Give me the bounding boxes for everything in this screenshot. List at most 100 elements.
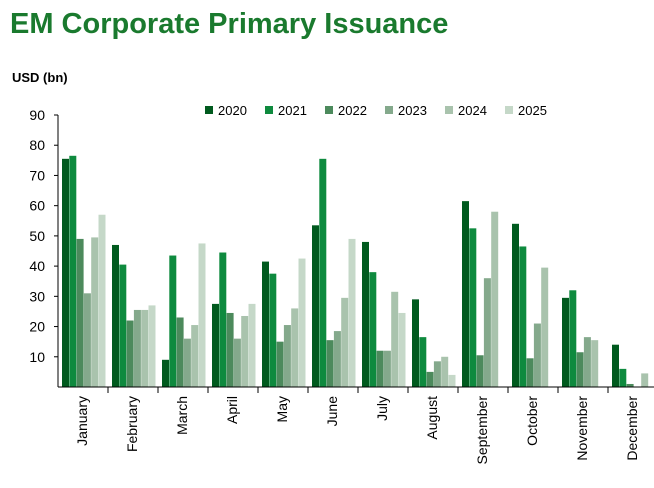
x-tick-label: October xyxy=(524,396,540,446)
bar-2023-april xyxy=(233,338,241,387)
x-tick-label: March xyxy=(174,396,190,435)
bar-2023-february xyxy=(133,309,141,387)
bar-2022-november xyxy=(576,352,584,387)
bar-2021-april xyxy=(219,252,227,387)
chart-title: EM Corporate Primary Issuance xyxy=(10,8,449,40)
bar-2025-may xyxy=(298,258,306,387)
y-tick-label: 40 xyxy=(29,258,45,274)
bar-2022-december xyxy=(626,383,634,387)
legend-label-2022: 2022 xyxy=(338,103,367,118)
bar-2024-september xyxy=(491,211,499,387)
bar-2025-june xyxy=(348,238,356,387)
bar-2023-september xyxy=(483,278,491,387)
bar-2024-may xyxy=(291,308,299,387)
bar-2021-august xyxy=(419,337,427,387)
x-tick-label: September xyxy=(474,396,490,465)
x-tick-label: April xyxy=(224,396,240,424)
bar-2021-february xyxy=(119,264,127,387)
bar-2025-january xyxy=(98,214,106,387)
bar-2021-january xyxy=(69,155,77,387)
legend-label-2021: 2021 xyxy=(278,103,307,118)
bar-2020-march xyxy=(162,359,169,387)
axes xyxy=(57,115,654,393)
legend-label-2023: 2023 xyxy=(398,103,427,118)
bar-2020-april xyxy=(212,303,219,387)
bar-2020-july xyxy=(362,241,369,387)
bar-2021-july xyxy=(369,272,377,387)
bar-2024-july xyxy=(391,291,399,387)
bar-2024-october xyxy=(541,267,549,387)
y-tick-label: 90 xyxy=(29,107,45,123)
legend: 2020 2021 2022 2023 2024 2025 xyxy=(205,103,547,118)
bar-2025-august xyxy=(448,374,456,387)
y-tick-label: 20 xyxy=(29,319,45,335)
bar-2021-october xyxy=(519,246,527,387)
x-tick-label: February xyxy=(124,396,140,452)
legend-swatch-2021 xyxy=(265,106,273,114)
legend-swatch-2025 xyxy=(505,106,513,114)
y-tick-label: 80 xyxy=(29,137,45,153)
x-tick-label: August xyxy=(424,396,440,440)
bar-2023-june xyxy=(333,331,341,387)
bar-2024-november xyxy=(591,340,599,387)
y-tick-label: 70 xyxy=(29,167,45,183)
bar-2022-august xyxy=(426,371,434,387)
bar-2024-march xyxy=(191,325,199,387)
legend-swatch-2023 xyxy=(385,106,393,114)
bar-2025-february xyxy=(148,305,156,387)
bar-2020-january xyxy=(62,158,69,387)
bar-2020-june xyxy=(312,225,319,387)
legend-label-2025: 2025 xyxy=(518,103,547,118)
bar-2021-march xyxy=(169,255,177,387)
bar-2023-july xyxy=(383,350,391,387)
bar-2024-january xyxy=(91,237,99,387)
bar-2020-november xyxy=(562,297,569,387)
x-tick-label: July xyxy=(374,396,390,421)
x-axis-labels: January February March April May June July Augu… xyxy=(74,396,640,465)
bar-2020-october xyxy=(512,223,519,387)
bar-2021-june xyxy=(319,158,327,387)
bar-2025-march xyxy=(198,243,206,387)
bar-2024-april xyxy=(241,315,249,387)
legend-swatch-2020 xyxy=(205,106,213,114)
bar-2022-october xyxy=(526,358,534,387)
bar-2021-september xyxy=(469,228,477,387)
bar-2022-february xyxy=(126,320,134,387)
x-tick-label: December xyxy=(624,396,640,461)
bar-2023-may xyxy=(283,325,291,387)
bar-2020-september xyxy=(462,201,469,387)
bar-2022-september xyxy=(476,355,484,387)
bar-2022-june xyxy=(326,340,334,387)
bar-2022-january xyxy=(76,238,84,387)
bar-2023-march xyxy=(183,338,191,387)
legend-swatch-2022 xyxy=(325,106,333,114)
legend-label-2020: 2020 xyxy=(218,103,247,118)
bar-2021-november xyxy=(569,290,577,387)
x-tick-label: November xyxy=(574,396,590,461)
bar-2023-january xyxy=(83,293,91,387)
bar-2021-may xyxy=(269,273,277,387)
bar-2025-july xyxy=(398,312,406,387)
x-tick-label: May xyxy=(274,396,290,422)
y-tick-label: 30 xyxy=(29,288,45,304)
bar-2020-december xyxy=(612,344,619,387)
x-tick-label: January xyxy=(74,396,90,446)
bars xyxy=(62,155,649,387)
bar-2021-december xyxy=(619,368,627,387)
bar-2020-february xyxy=(112,244,119,387)
bar-2020-august xyxy=(412,299,419,387)
bar-2022-march xyxy=(176,317,184,387)
bar-2024-june xyxy=(341,297,349,387)
bar-2024-august xyxy=(441,356,449,387)
y-axis-label: USD (bn) xyxy=(12,70,68,85)
x-tick-label: June xyxy=(324,396,340,427)
bar-2022-april xyxy=(226,312,234,387)
bar-2022-may xyxy=(276,341,284,387)
bar-2025-april xyxy=(248,303,256,387)
bar-2022-july xyxy=(376,350,384,387)
y-tick-label: 50 xyxy=(29,228,45,244)
bar-2023-november xyxy=(583,337,591,387)
y-tick-label: 10 xyxy=(29,349,45,365)
legend-label-2024: 2024 xyxy=(458,103,487,118)
